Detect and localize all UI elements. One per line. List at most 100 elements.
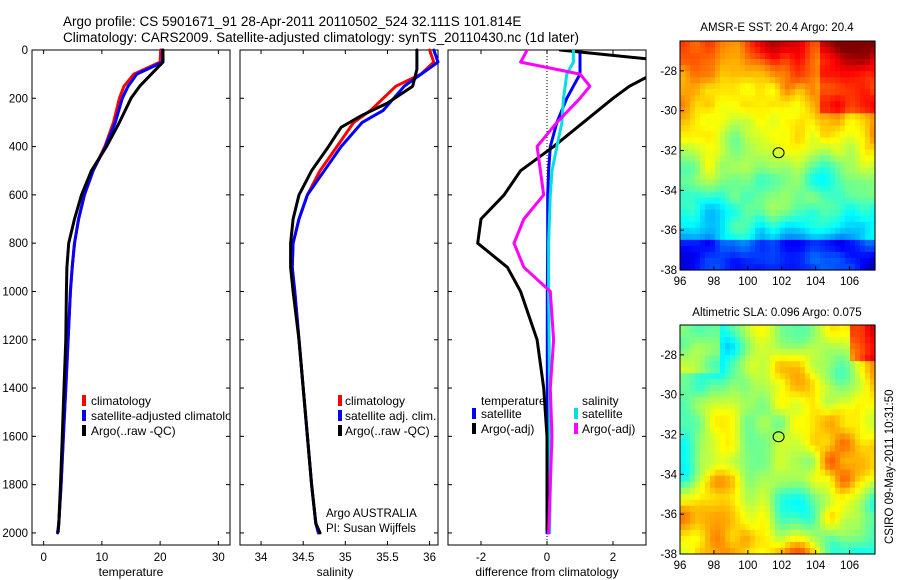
heatmap-cell	[790, 107, 796, 114]
heatmap-cell	[730, 149, 736, 157]
heatmap-cell	[860, 397, 866, 404]
heatmap-cell	[870, 451, 876, 459]
heatmap-cell	[715, 95, 721, 102]
heatmap-cell	[775, 325, 781, 332]
heatmap-cell	[805, 397, 811, 404]
heatmap-cell	[805, 505, 811, 513]
heatmap-cell	[720, 65, 726, 72]
heatmap-cell	[850, 535, 856, 543]
heatmap-cell	[715, 65, 721, 72]
heatmap-cell	[790, 197, 796, 205]
heatmap-cell	[755, 493, 761, 501]
heatmap-cell	[835, 131, 841, 139]
heatmap-cell	[820, 41, 826, 48]
x-tick-label: 106	[840, 276, 859, 288]
heatmap-cell	[770, 203, 776, 211]
heatmap-cell	[720, 457, 726, 465]
sla-map-panel: Altimetric SLA: 0.096 Argo: 0.075 96 98 10…	[660, 307, 876, 572]
heatmap-cell	[850, 397, 856, 404]
heatmap-cell	[845, 421, 851, 429]
heatmap-cell	[745, 239, 751, 247]
heatmap-cell	[775, 343, 781, 350]
heatmap-cell	[770, 161, 776, 169]
heatmap-cell	[800, 463, 806, 471]
heatmap-cell	[730, 209, 736, 217]
heatmap-cell	[700, 505, 706, 513]
heatmap-cell	[825, 469, 831, 477]
heatmap-cell	[740, 541, 746, 549]
heatmap-cell	[780, 511, 786, 519]
heatmap-cell	[825, 367, 831, 374]
heatmap-cell	[775, 337, 781, 344]
heatmap-cell	[755, 167, 761, 175]
heatmap-cell	[795, 227, 801, 235]
heatmap-cell	[835, 89, 841, 96]
heatmap-cell	[730, 379, 736, 386]
heatmap-cell	[725, 421, 731, 429]
heatmap-cell	[715, 143, 721, 151]
heatmap-cell	[850, 191, 856, 199]
heatmap-cell	[770, 227, 776, 235]
heatmap-cell	[785, 101, 791, 108]
heatmap-cell	[695, 131, 701, 139]
heatmap-cell	[710, 71, 716, 78]
heatmap-cell	[695, 535, 701, 543]
heatmap-cell	[780, 367, 786, 374]
heatmap-cell	[715, 113, 721, 120]
heatmap-cell	[730, 373, 736, 380]
heatmap-cell	[690, 107, 696, 114]
heatmap-cell	[860, 155, 866, 163]
heatmap-cell	[685, 403, 691, 410]
heatmap-cell	[760, 379, 766, 386]
heatmap-cell	[770, 397, 776, 404]
heatmap-cell	[720, 421, 726, 429]
heatmap-cell	[710, 143, 716, 151]
heatmap-cell	[690, 257, 696, 265]
heatmap-cell	[795, 59, 801, 66]
heatmap-cell	[780, 203, 786, 211]
heatmap-cell	[745, 191, 751, 199]
heatmap-cell	[740, 391, 746, 398]
heatmap-cell	[835, 505, 841, 513]
heatmap-cell	[830, 421, 836, 429]
heatmap-cell	[690, 251, 696, 259]
heatmap-cell	[795, 469, 801, 477]
heatmap-cell	[690, 445, 696, 453]
heatmap-cell	[860, 457, 866, 465]
heatmap-cell	[770, 41, 776, 48]
heatmap-cell	[745, 481, 751, 489]
heatmap-cell	[740, 239, 746, 247]
heatmap-cell	[805, 89, 811, 96]
heatmap-cell	[800, 373, 806, 380]
heatmap-cell	[700, 77, 706, 84]
heatmap-cell	[830, 203, 836, 211]
heatmap-cell	[740, 343, 746, 350]
heatmap-cell	[810, 191, 816, 199]
heatmap-cell	[695, 409, 701, 416]
heatmap-cell	[750, 355, 756, 362]
heatmap-cell	[770, 257, 776, 265]
heatmap-cell	[800, 517, 806, 525]
heatmap-cell	[795, 511, 801, 519]
heatmap-cell	[715, 107, 721, 114]
heatmap-cell	[705, 367, 711, 374]
heatmap-cell	[690, 239, 696, 247]
heatmap-cell	[790, 101, 796, 108]
heatmap-cell	[840, 113, 846, 120]
x-tick-label: 98	[708, 276, 721, 288]
heatmap-cell	[830, 427, 836, 435]
heatmap-cell	[760, 517, 766, 525]
heatmap-cell	[870, 221, 876, 229]
heatmap-cell	[865, 529, 871, 537]
heatmap-cell	[780, 125, 786, 132]
heatmap-cell	[835, 373, 841, 380]
heatmap-cell	[735, 331, 741, 338]
heatmap-cell	[745, 337, 751, 344]
heatmap-cell	[715, 203, 721, 211]
heatmap-cell	[810, 325, 816, 332]
heatmap-cell	[715, 517, 721, 525]
heatmap-cell	[780, 379, 786, 386]
heatmap-cell	[810, 379, 816, 386]
heatmap-cell	[705, 107, 711, 114]
heatmap-cell	[835, 203, 841, 211]
